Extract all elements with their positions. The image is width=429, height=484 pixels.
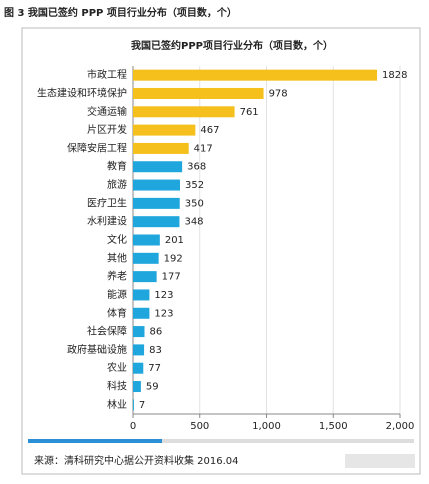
value-label: 123 (154, 290, 173, 301)
bar (133, 161, 183, 173)
figure-caption: 图 3 我国已签约 PPP 项目行业分布（项目数，个） (4, 6, 237, 19)
y-tick-label: 文化 (107, 233, 127, 246)
value-label: 368 (187, 162, 206, 173)
value-label: 123 (154, 308, 173, 319)
bar (133, 69, 378, 81)
bar (133, 381, 141, 393)
y-tick-label: 农业 (107, 361, 127, 374)
bar (133, 124, 196, 136)
y-tick-label: 交通运输 (87, 105, 127, 118)
watermark (345, 454, 415, 468)
value-label: 417 (194, 143, 213, 154)
y-tick-label: 水利建设 (87, 215, 127, 228)
value-label: 1828 (382, 70, 407, 81)
x-tick-label: 1,000 (252, 421, 281, 432)
value-label: 352 (185, 180, 204, 191)
scrollbar-track (28, 439, 414, 443)
y-tick-label: 政府基础设施 (67, 343, 127, 356)
y-tick-label: 教育 (107, 160, 127, 173)
bar (133, 271, 157, 283)
y-tick-label: 体育 (107, 306, 127, 319)
value-label: 77 (148, 363, 161, 374)
value-label: 348 (184, 217, 203, 228)
frame (21, 27, 421, 475)
y-tick-label: 保障安居工程 (67, 141, 127, 154)
y-tick-label: 其他 (107, 251, 127, 264)
value-label: 978 (269, 88, 288, 99)
bar (133, 216, 180, 228)
x-tick-label: 2,000 (386, 421, 415, 432)
chart-title: 我国已签约PPP项目行业分布（项目数，个） (131, 39, 333, 52)
source-note: 来源：清科研究中心据公开资料收集 2016.04 (34, 454, 239, 467)
value-label: 467 (200, 125, 219, 136)
value-label: 177 (162, 272, 181, 283)
bar (133, 234, 160, 246)
value-label: 350 (185, 198, 204, 209)
bar (133, 307, 150, 319)
value-label: 83 (149, 345, 162, 356)
y-tick-label: 能源 (107, 288, 127, 301)
y-tick-label: 社会保障 (87, 325, 127, 338)
value-label: 7 (139, 400, 145, 411)
y-tick-label: 养老 (107, 270, 127, 283)
bar (133, 326, 145, 338)
value-label: 201 (165, 235, 184, 246)
bar (133, 362, 144, 374)
scrollbar-thumb (28, 439, 162, 443)
bar (133, 179, 180, 191)
x-tick-label: 1,500 (319, 421, 348, 432)
bar (133, 289, 150, 301)
y-tick-label: 医疗卫生 (87, 196, 127, 209)
y-tick-label: 片区开发 (87, 123, 127, 136)
y-tick-label: 科技 (107, 380, 127, 393)
y-tick-label: 生态建设和环境保护 (37, 86, 127, 99)
bar (133, 106, 235, 118)
bar (133, 252, 159, 264)
value-label: 86 (149, 327, 162, 338)
bar (133, 142, 189, 154)
bar (133, 344, 145, 356)
y-tick-label: 林业 (107, 398, 127, 411)
x-tick-label: 500 (190, 421, 209, 432)
bar (133, 87, 264, 99)
value-label: 192 (164, 253, 183, 264)
y-tick-label: 旅游 (107, 178, 127, 191)
bar (133, 399, 134, 411)
y-tick-label: 市政工程 (87, 68, 127, 81)
value-label: 59 (146, 382, 159, 393)
bar (133, 197, 180, 209)
x-tick-label: 0 (130, 421, 136, 432)
value-label: 761 (240, 107, 259, 118)
